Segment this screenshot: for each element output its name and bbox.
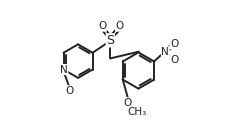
Text: O: O — [170, 39, 178, 49]
Text: O: O — [124, 98, 132, 108]
Text: O: O — [98, 21, 106, 31]
Text: N: N — [161, 47, 169, 57]
Text: O: O — [115, 21, 124, 31]
Text: O: O — [170, 55, 178, 65]
Text: N: N — [60, 65, 68, 75]
Text: CH₃: CH₃ — [128, 107, 147, 117]
Text: S: S — [106, 34, 114, 47]
Text: O: O — [65, 86, 74, 96]
